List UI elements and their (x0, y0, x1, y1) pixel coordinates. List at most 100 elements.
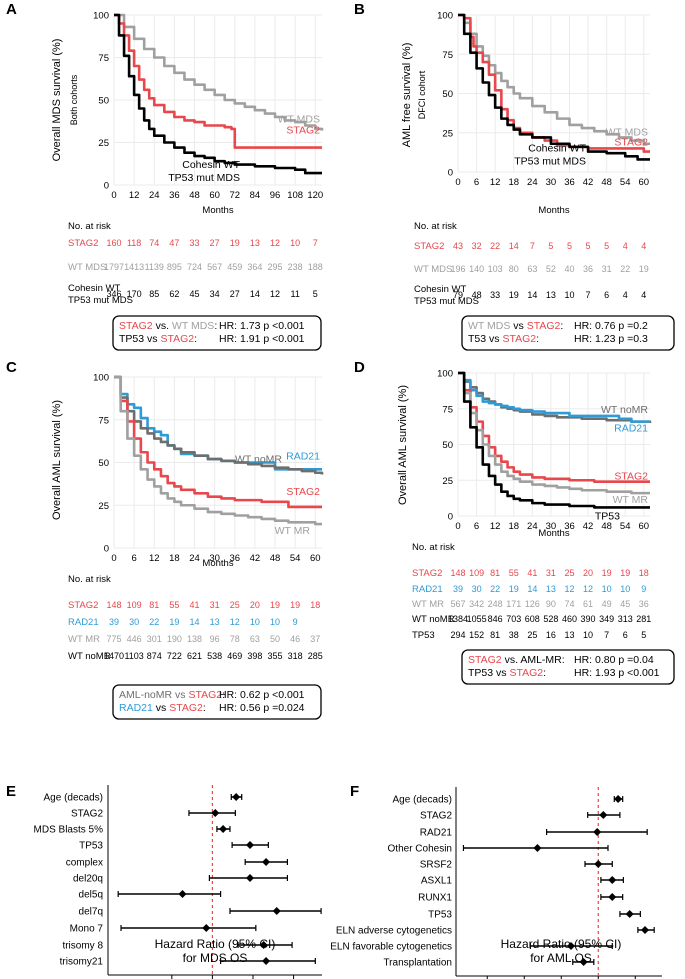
y-tick-label: 0 (448, 512, 453, 523)
risk-value: 459 (227, 262, 242, 272)
risk-value: 355 (268, 651, 283, 661)
risk-value: 33 (190, 238, 200, 248)
risk-value: 538 (207, 651, 222, 661)
row-label: ASXL1 (421, 876, 453, 887)
x-tick-label: 36 (229, 553, 240, 564)
x-tick-label: 30 (209, 553, 220, 564)
risk-value: 19 (270, 600, 280, 610)
row-label: Transplantation (383, 958, 452, 969)
risk-value: 874 (147, 651, 162, 661)
hr-comparison: T53 vs STAG2: (468, 333, 539, 345)
risk-value: 10 (620, 584, 630, 594)
hr-point (178, 890, 187, 898)
risk-value: 446 (127, 634, 142, 644)
risk-value: 13 (546, 290, 556, 300)
risk-value: 22 (490, 241, 500, 251)
hr-segment: vs. AML-MR: (502, 654, 565, 666)
risk-value: 22 (490, 584, 500, 594)
curve-label: WT MDS (606, 127, 648, 139)
risk-value: 33 (490, 290, 500, 300)
risk-value: 294 (450, 630, 465, 640)
hr-segment: : (222, 689, 225, 701)
hr-point (245, 874, 254, 882)
hr-comparison: RAD21 vs STAG2: (119, 702, 206, 714)
risk-value: 12 (270, 289, 280, 299)
risk-value: 5 (586, 241, 591, 251)
x-tick-label: 0 (455, 177, 460, 188)
x-tick-label: 0 (111, 553, 116, 564)
risk-value: 10 (290, 238, 300, 248)
risk-value: 96 (210, 634, 220, 644)
risk-value: 50 (270, 634, 280, 644)
risk-value: 19 (639, 264, 649, 274)
hr-point (211, 809, 220, 817)
risk-value: 5 (567, 241, 572, 251)
risk-value: 63 (527, 264, 537, 274)
risk-value: 6 (623, 630, 628, 640)
risk-value: 152 (469, 630, 484, 640)
curve-label: STAG2 (614, 137, 648, 149)
risk-value: 9 (293, 617, 298, 627)
curve-label: WT MR (275, 525, 311, 537)
risk-value: 12 (270, 238, 280, 248)
x-tick-label: 12 (129, 190, 140, 201)
y-tick-label: 25 (98, 138, 109, 149)
curve-label: WT MR (613, 494, 649, 506)
risk-value: 567 (450, 599, 465, 609)
hr-segment: vs (510, 320, 526, 332)
panel-e: E0.51.02.04.0Hazard Ratio (95% CI)for MD… (6, 783, 322, 979)
hr-segment: STAG2 (527, 320, 561, 332)
curve-wt-mr (114, 375, 322, 526)
risk-value: 469 (227, 651, 242, 661)
curve-wt-mr (458, 371, 650, 495)
hr-segment: STAG2 (160, 333, 194, 345)
risk-value: 40 (564, 264, 574, 274)
risk-value: 5 (548, 241, 553, 251)
risk-value: 55 (509, 568, 519, 578)
risk-value: 22 (620, 264, 630, 274)
curve-label: STAG2 (614, 471, 648, 483)
risk-value: 12 (230, 617, 240, 627)
row-label: MDS Blasts 5% (34, 825, 104, 836)
x-tick-label: 54 (620, 177, 631, 188)
hr-comparison: STAG2 vs. AML-MR: (468, 654, 565, 666)
risk-value: 1384 (448, 614, 468, 624)
x-tick-label: 42 (583, 521, 594, 532)
hr-segment: STAG2 (509, 667, 543, 679)
risk-value: 313 (618, 614, 633, 624)
hr-point (614, 795, 623, 803)
risk-value: 78 (230, 634, 240, 644)
risk-value: 30 (472, 584, 482, 594)
risk-table-title: No. at risk (68, 221, 111, 232)
risk-value: 14 (527, 290, 537, 300)
hr-value: HR: 0.76 p =0.2 (574, 320, 648, 332)
risk-row-label: RAD21 (68, 617, 99, 628)
risk-value: 16 (546, 630, 556, 640)
curve-rad21 (458, 371, 650, 423)
row-label: del20q (73, 874, 103, 885)
risk-value: 190 (167, 634, 182, 644)
curve-cohesin-wt-tp53-mut-mds (114, 13, 322, 175)
risk-row-label: STAG2 (68, 238, 98, 249)
hr-value: HR: 0.56 p =0.024 (219, 702, 305, 714)
x-tick-label: 30 (546, 177, 557, 188)
risk-value: 41 (190, 600, 200, 610)
hr-segment: T53 vs (468, 333, 502, 345)
x-tick-label: 84 (250, 190, 261, 201)
y-tick-label: 50 (442, 89, 453, 100)
row-label: SRSF2 (420, 860, 453, 871)
risk-value: 14 (527, 584, 537, 594)
risk-value: 31 (602, 264, 612, 274)
risk-value: 74 (564, 599, 574, 609)
risk-row-label: WT MR (68, 634, 100, 645)
x-tick-label: 12 (490, 177, 501, 188)
risk-value: 364 (247, 262, 262, 272)
hr-point (533, 844, 542, 852)
x-tick-label: 120 (307, 190, 323, 201)
risk-value: 14 (250, 289, 260, 299)
risk-value: 1139 (145, 262, 164, 272)
risk-value: 31 (546, 568, 556, 578)
risk-value: 14 (190, 617, 200, 627)
row-label: TP53 (79, 841, 103, 852)
